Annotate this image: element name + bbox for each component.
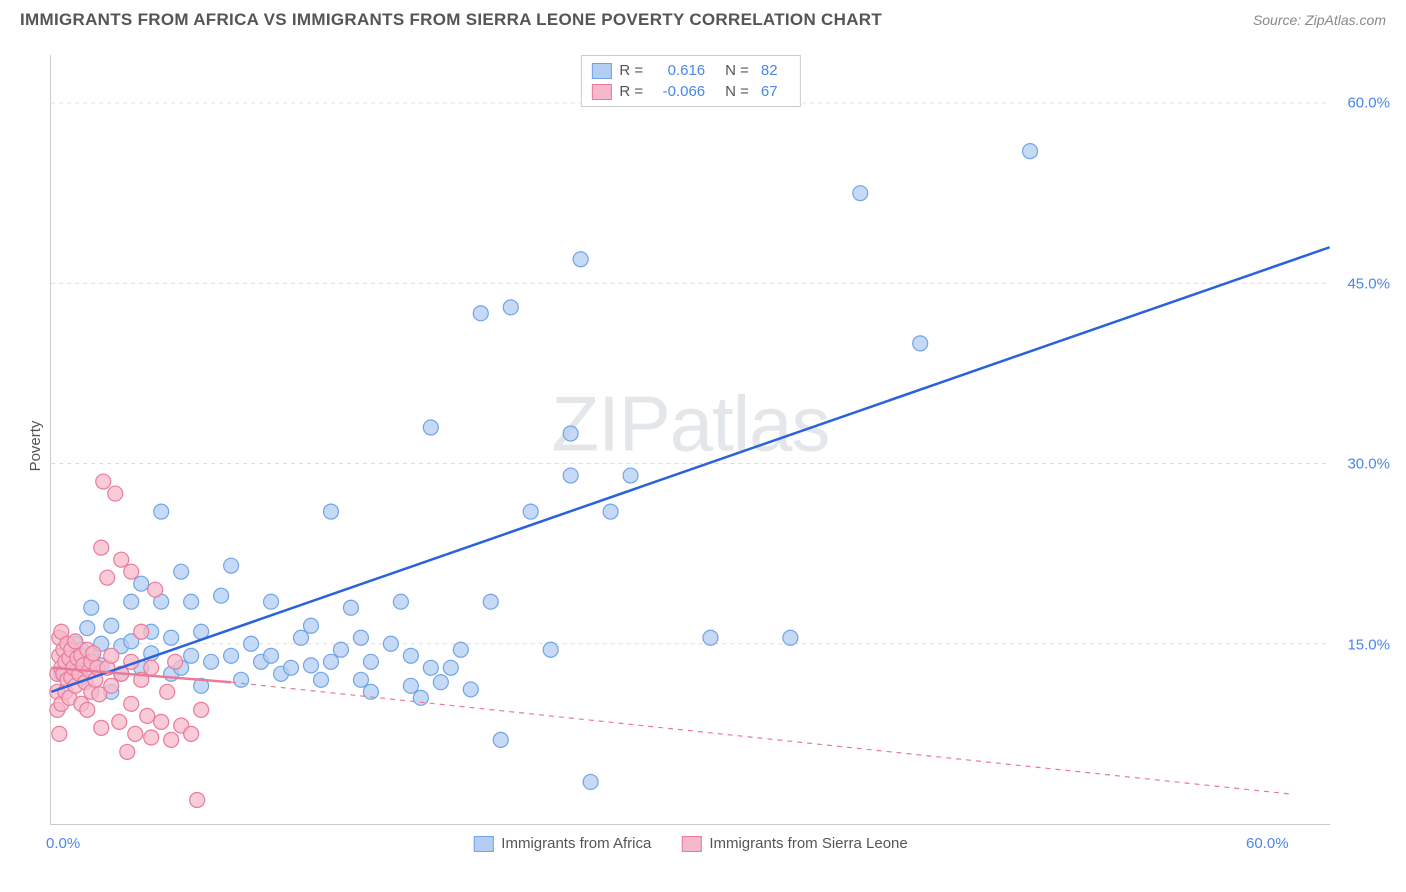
legend-row-sierra-leone: R = -0.066 N = 67 bbox=[591, 81, 789, 102]
y-axis-label: Poverty bbox=[27, 421, 44, 472]
y-tick-label: 60.0% bbox=[1347, 95, 1390, 112]
chart-source: Source: ZipAtlas.com bbox=[1253, 12, 1386, 28]
legend-item-africa: Immigrants from Africa bbox=[473, 835, 651, 852]
x-tick-label: 0.0% bbox=[46, 835, 80, 852]
swatch-sierra-leone-icon bbox=[681, 836, 701, 852]
legend-correlation: R = 0.616 N = 82 R = -0.066 N = 67 bbox=[580, 55, 800, 107]
chart-header: IMMIGRANTS FROM AFRICA VS IMMIGRANTS FRO… bbox=[0, 0, 1406, 35]
swatch-africa-icon bbox=[473, 836, 493, 852]
legend-series: Immigrants from Africa Immigrants from S… bbox=[473, 835, 907, 852]
swatch-sierra-leone-icon bbox=[591, 84, 611, 100]
legend-row-africa: R = 0.616 N = 82 bbox=[591, 60, 789, 81]
plot-svg bbox=[51, 55, 1330, 824]
scatter-chart: ZIPatlas R = 0.616 N = 82 R = -0.066 N =… bbox=[50, 55, 1330, 825]
y-tick-label: 45.0% bbox=[1347, 275, 1390, 292]
y-tick-label: 30.0% bbox=[1347, 456, 1390, 473]
x-tick-label: 60.0% bbox=[1246, 835, 1289, 852]
chart-title: IMMIGRANTS FROM AFRICA VS IMMIGRANTS FRO… bbox=[20, 10, 882, 30]
y-tick-label: 15.0% bbox=[1347, 636, 1390, 653]
swatch-africa-icon bbox=[591, 63, 611, 79]
legend-item-sierra-leone: Immigrants from Sierra Leone bbox=[681, 835, 907, 852]
